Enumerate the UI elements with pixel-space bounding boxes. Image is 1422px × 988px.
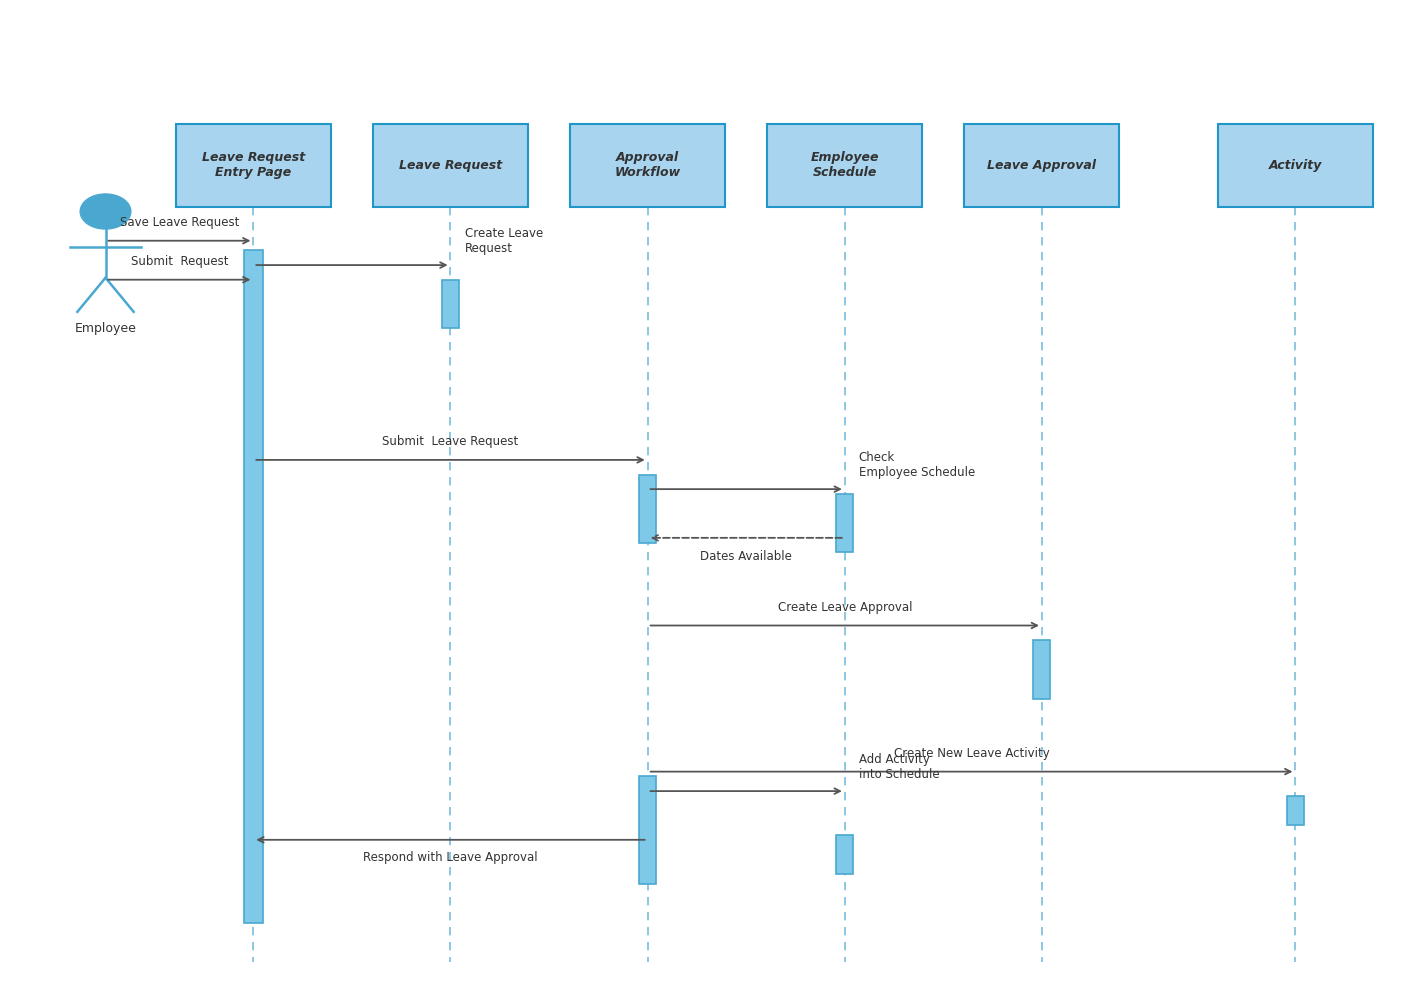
Bar [373,124,528,206]
Text: Create Leave
Request: Create Leave Request [465,227,543,255]
Bar [176,124,331,206]
Text: Employee
Schedule: Employee Schedule [811,151,879,179]
Bar [1217,124,1372,206]
Text: Leave Request: Leave Request [400,159,502,172]
Text: Activity: Activity [1268,159,1322,172]
Bar [638,474,656,542]
Bar [836,494,853,552]
Text: Dates Available: Dates Available [700,549,792,562]
Text: Create Leave Approval: Create Leave Approval [778,601,912,614]
Text: Submit  Leave Request: Submit Leave Request [383,436,519,449]
Text: Create New Leave Activity: Create New Leave Activity [893,747,1049,760]
Text: Submit  Request: Submit Request [131,255,228,268]
Text: Respond with Leave Approval: Respond with Leave Approval [363,852,538,864]
Text: Save Leave Request: Save Leave Request [119,216,239,229]
Bar [442,280,459,328]
Text: Leave Approval: Leave Approval [987,159,1096,172]
Bar [243,251,263,923]
Text: Leave Request
Entry Page: Leave Request Entry Page [202,151,304,179]
Circle shape [80,194,131,229]
Bar [1287,796,1304,825]
Bar [768,124,923,206]
Text: Approval
Workflow: Approval Workflow [614,151,681,179]
Bar [638,777,656,883]
Text: Check
Employee Schedule: Check Employee Schedule [859,452,975,479]
Bar [570,124,725,206]
Bar [836,835,853,874]
Bar [1034,640,1051,699]
Text: Employee: Employee [74,321,137,335]
Bar [964,124,1119,206]
Text: Add Activity
into Schedule: Add Activity into Schedule [859,754,940,782]
